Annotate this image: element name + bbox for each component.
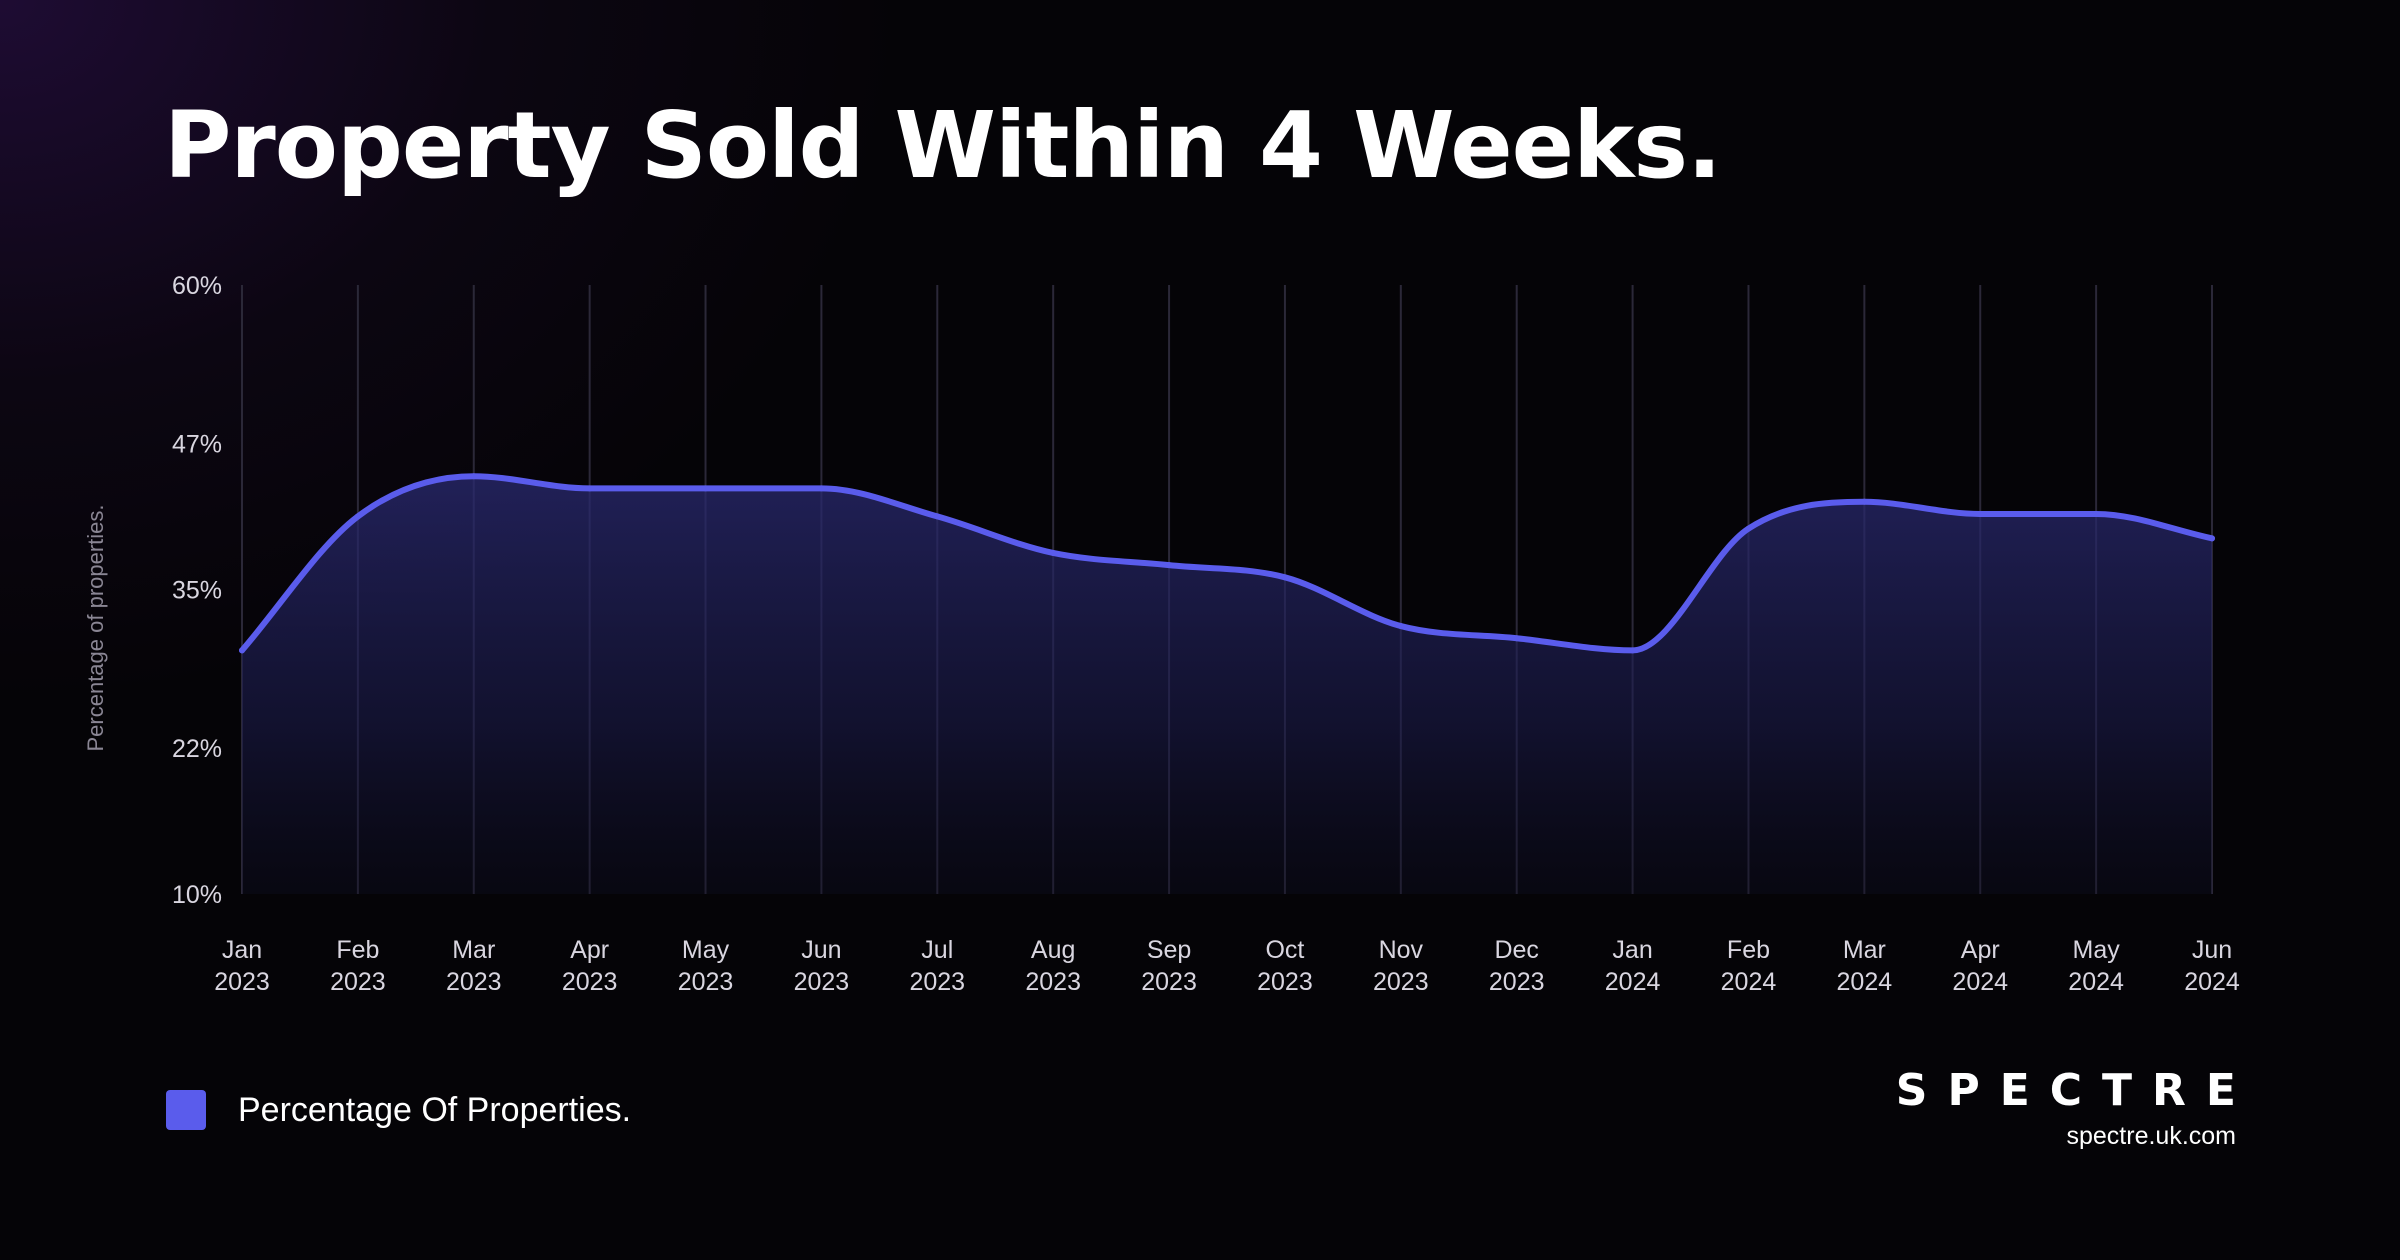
- legend-swatch: [166, 1090, 206, 1130]
- y-tick-label: 35%: [172, 577, 222, 605]
- x-axis: Jan 2023 Feb 2023 Mar 2023 Apr 2023 May 2023 Jun 20…: [214, 936, 2240, 996]
- x-tick-label: Sep 2023: [1141, 936, 1197, 996]
- y-axis: 60% 47% 35% 22% 10%: [172, 272, 222, 909]
- data-point: [818, 485, 825, 492]
- legend: Percentage Of Properties.: [166, 1090, 631, 1130]
- data-point: [470, 473, 477, 480]
- x-tick-label: Apr 2023: [562, 936, 618, 996]
- series-area-fill: [242, 476, 2212, 894]
- data-point: [1861, 498, 1868, 505]
- x-tick-label: Feb 2024: [1721, 936, 1777, 996]
- data-point: [2209, 535, 2215, 542]
- data-point: [586, 485, 593, 492]
- data-point: [1397, 623, 1404, 630]
- data-point: [1745, 525, 1752, 532]
- data-point: [1050, 549, 1057, 556]
- x-tick-label: Dec 2023: [1489, 936, 1545, 996]
- data-point: [1629, 647, 1636, 654]
- y-tick-label: 22%: [172, 735, 222, 763]
- x-tick-label: Aug 2023: [1025, 936, 1081, 996]
- chart-title: Property Sold Within 4 Weeks.: [164, 92, 1722, 199]
- data-point: [2093, 510, 2100, 517]
- data-point: [354, 513, 361, 520]
- x-tick-label: Jun 2023: [794, 936, 850, 996]
- data-point: [1513, 635, 1520, 642]
- x-tick-label: Mar 2023: [446, 936, 502, 996]
- x-tick-label: Jan 2023: [214, 936, 270, 996]
- x-tick-label: Feb 2023: [330, 936, 386, 996]
- data-point: [1166, 562, 1173, 569]
- x-tick-label: Nov 2023: [1373, 936, 1429, 996]
- brand-logo: SPECTRE: [1895, 1065, 2256, 1116]
- y-tick-label: 47%: [172, 430, 222, 458]
- x-tick-label: Jan 2024: [1605, 936, 1661, 996]
- data-point: [239, 647, 245, 654]
- brand: SPECTRE spectre.uk.com: [1896, 1065, 2236, 1151]
- x-tick-label: Jun 2024: [2184, 936, 2240, 996]
- x-tick-label: May 2023: [678, 936, 734, 996]
- data-point: [934, 513, 941, 520]
- data-point: [1977, 510, 1984, 517]
- y-tick-label: 60%: [172, 272, 222, 300]
- x-tick-label: Oct 2023: [1257, 936, 1313, 996]
- data-point: [702, 485, 709, 492]
- x-tick-label: May 2024: [2068, 936, 2124, 996]
- legend-label: Percentage Of Properties.: [238, 1090, 632, 1129]
- y-axis-label: Percentage of properties.: [83, 504, 108, 751]
- brand-url: spectre.uk.com: [2066, 1122, 2236, 1150]
- y-tick-label: 10%: [172, 881, 222, 909]
- x-tick-label: Mar 2024: [1837, 936, 1893, 996]
- data-point: [1281, 574, 1288, 581]
- x-tick-label: Jul 2023: [909, 936, 965, 996]
- x-tick-label: Apr 2024: [1952, 936, 2008, 996]
